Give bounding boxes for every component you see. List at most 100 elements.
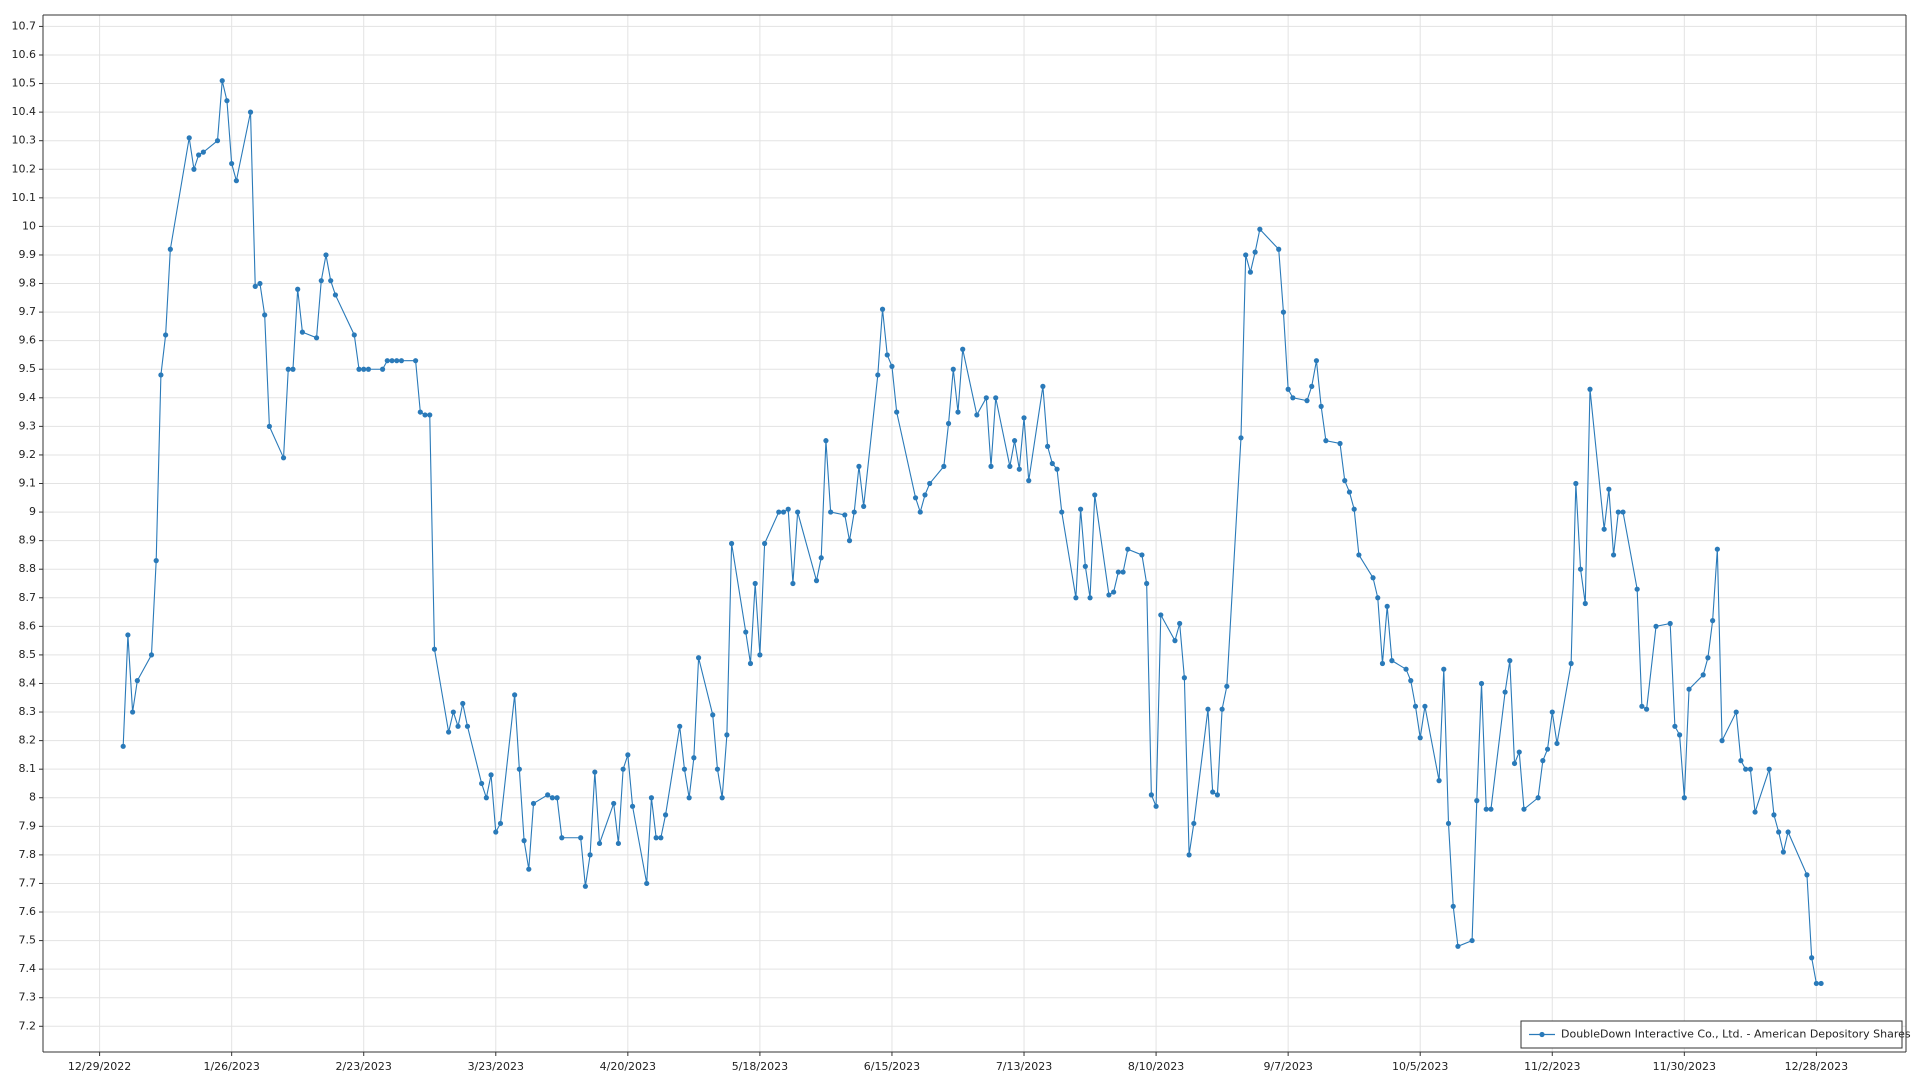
data-point: [846, 538, 853, 544]
data-point: [233, 178, 239, 184]
y-tick-label: 8.8: [19, 562, 37, 575]
data-point: [1615, 509, 1621, 515]
data-point: [1384, 603, 1390, 609]
data-point: [1285, 386, 1291, 392]
data-point: [446, 729, 452, 735]
data-point: [1540, 758, 1546, 764]
data-point: [1082, 563, 1088, 569]
data-point: [1247, 269, 1254, 275]
data-point: [262, 312, 268, 318]
data-point: [290, 366, 296, 372]
data-point: [1054, 466, 1060, 472]
data-point: [1148, 792, 1154, 798]
data-point: [163, 332, 169, 338]
data-point: [148, 652, 155, 658]
data-point: [1568, 660, 1574, 667]
data-point: [1714, 546, 1720, 552]
data-point: [795, 509, 801, 515]
data-point: [922, 492, 928, 498]
y-tick-label: 9.5: [19, 362, 37, 375]
data-point: [1059, 509, 1065, 515]
data-point: [1309, 383, 1315, 389]
x-tick-label: 2/23/2023: [336, 1060, 392, 1073]
y-tick-label: 10.5: [12, 77, 37, 90]
data-point: [780, 509, 787, 515]
data-point: [200, 149, 206, 155]
data-point: [747, 660, 754, 667]
data-point: [266, 423, 272, 429]
data-point: [1026, 478, 1032, 484]
data-point: [1375, 595, 1381, 601]
data-point: [1577, 566, 1584, 572]
data-point: [611, 800, 617, 807]
data-point: [398, 358, 405, 364]
x-tick-label: 4/20/2023: [600, 1060, 656, 1073]
data-point: [1573, 480, 1579, 487]
data-point: [332, 292, 339, 298]
data-point: [549, 795, 555, 801]
data-point: [1106, 592, 1112, 598]
data-point: [856, 463, 862, 469]
x-tick-label: 1/26/2023: [203, 1060, 259, 1073]
x-tick-label: 12/29/2022: [68, 1060, 131, 1073]
data-point: [1710, 618, 1716, 624]
data-point: [620, 766, 626, 772]
data-point: [879, 306, 886, 312]
data-point: [1337, 440, 1343, 447]
data-point: [1516, 749, 1522, 755]
data-point: [1549, 709, 1555, 715]
data-point: [884, 352, 890, 358]
data-point: [960, 346, 966, 352]
data-point: [1304, 398, 1310, 404]
y-tick-label: 8.3: [19, 705, 37, 718]
y-tick-label: 8.9: [19, 534, 37, 547]
data-point: [955, 409, 961, 415]
data-point: [554, 795, 560, 801]
data-point: [1115, 569, 1121, 575]
y-tick-label: 7.4: [19, 962, 37, 975]
data-point: [1743, 766, 1749, 772]
data-point: [629, 803, 636, 809]
data-point: [653, 835, 659, 841]
data-point: [993, 395, 999, 401]
data-point: [455, 723, 461, 729]
data-point: [1073, 595, 1079, 601]
data-point: [1011, 438, 1018, 444]
x-tick-label: 7/13/2023: [996, 1060, 1052, 1073]
data-point: [224, 98, 230, 104]
data-point: [1318, 403, 1324, 409]
data-point: [743, 629, 749, 635]
data-point: [1639, 703, 1645, 709]
data-point: [1474, 798, 1480, 804]
y-tick-label: 9.4: [19, 391, 37, 404]
y-tick-label: 9.7: [19, 305, 37, 318]
data-point: [1356, 552, 1362, 558]
data-point: [582, 883, 588, 889]
data-point: [1280, 309, 1287, 315]
data-point: [1620, 509, 1626, 515]
data-point: [691, 755, 697, 761]
data-point: [1809, 955, 1815, 961]
data-point: [917, 509, 923, 515]
data-point: [945, 420, 952, 427]
data-point: [153, 558, 159, 564]
data-point: [912, 495, 919, 501]
data-point: [1747, 766, 1753, 772]
data-point: [191, 166, 197, 172]
data-point: [729, 540, 735, 547]
data-point: [130, 709, 136, 715]
data-point: [1719, 738, 1725, 744]
data-point: [1766, 766, 1772, 772]
data-point: [483, 795, 489, 801]
data-point: [196, 152, 202, 158]
data-point: [889, 363, 895, 369]
y-tick-label: 9.3: [19, 419, 37, 432]
data-point: [1681, 795, 1687, 801]
y-tick-label: 7.5: [19, 934, 37, 947]
data-point: [1643, 706, 1650, 712]
data-point: [828, 509, 834, 515]
data-point: [1045, 443, 1051, 449]
y-tick-label: 9.8: [19, 277, 37, 290]
data-point: [559, 835, 565, 841]
data-point: [1120, 569, 1126, 575]
